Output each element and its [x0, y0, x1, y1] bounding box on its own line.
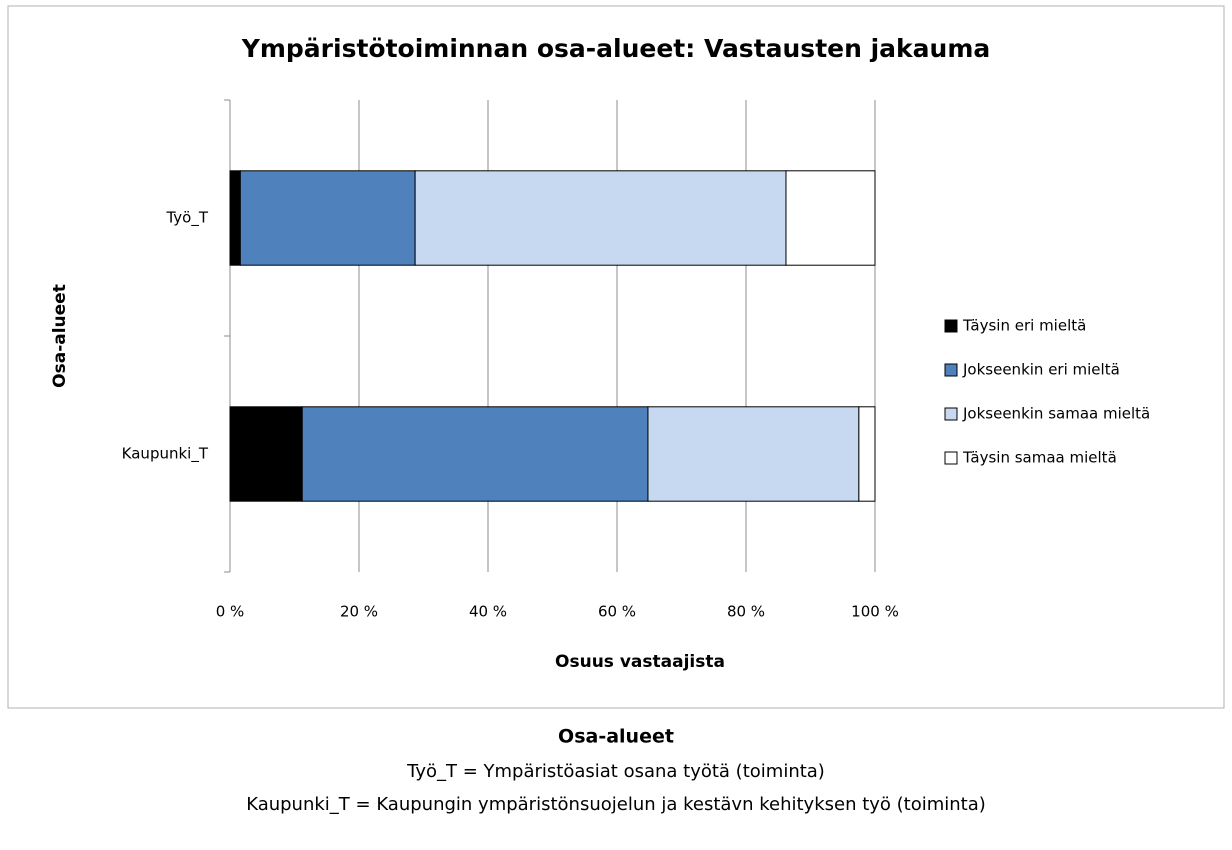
y-tick-label: Työ_T: [165, 209, 208, 228]
legend-label: Jokseenkin eri mieltä: [962, 361, 1120, 379]
y-tick-label: Kaupunki_T: [122, 445, 209, 464]
chart-frame: [7, 5, 1225, 709]
legend-label: Täysin eri mieltä: [962, 317, 1086, 335]
legend-label: Täysin samaa mieltä: [962, 449, 1117, 467]
bar-segment: [239, 170, 416, 266]
x-tick-label: 40 %: [469, 603, 507, 621]
x-tick-label: 80 %: [727, 603, 765, 621]
legend-label: Jokseenkin samaa mieltä: [962, 405, 1150, 423]
y-axis-title: Osa-alueet: [50, 284, 70, 388]
x-tick-label: 20 %: [340, 603, 378, 621]
x-tick-label: 60 %: [598, 603, 636, 621]
legend-swatch: [944, 407, 958, 421]
footer-line: Kaupunki_T = Kaupungin ympäristönsuojelu…: [246, 794, 986, 815]
bar-segment: [229, 406, 303, 502]
footer-line: Työ_T = Ympäristöasiat osana työtä (toim…: [406, 761, 825, 782]
bar-segment: [229, 170, 241, 266]
x-axis-title: Osuus vastaajista: [555, 652, 725, 672]
x-tick-label: 0 %: [216, 603, 245, 621]
legend-swatch: [944, 451, 958, 465]
bar-segment: [785, 170, 876, 266]
footer-title: Osa-alueet: [558, 726, 674, 748]
bar-segment: [414, 170, 787, 266]
bar-segment: [301, 406, 649, 502]
legend-swatch: [944, 363, 958, 377]
chart-title: Ympäristötoiminnan osa-alueet: Vastauste…: [241, 34, 991, 63]
legend-swatch: [944, 319, 958, 333]
bar-segment: [647, 406, 860, 502]
x-tick-label: 100 %: [851, 603, 899, 621]
bar-segment: [858, 406, 876, 502]
